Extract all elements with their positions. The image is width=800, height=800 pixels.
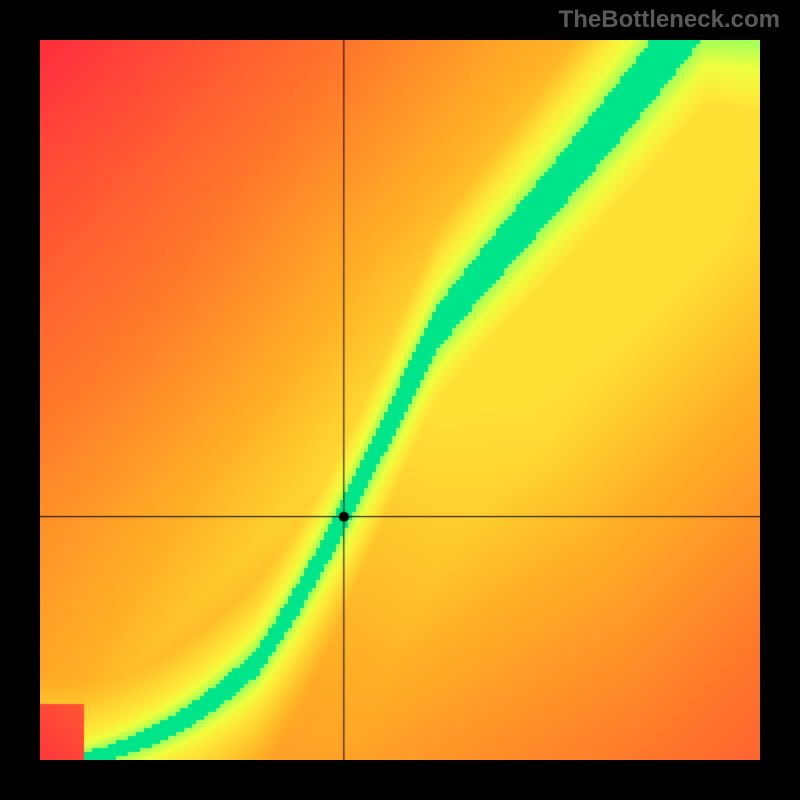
chart-container: TheBottleneck.com [0, 0, 800, 800]
watermark-text: TheBottleneck.com [559, 6, 780, 34]
heatmap-canvas [40, 40, 760, 760]
heatmap-plot [40, 40, 760, 760]
